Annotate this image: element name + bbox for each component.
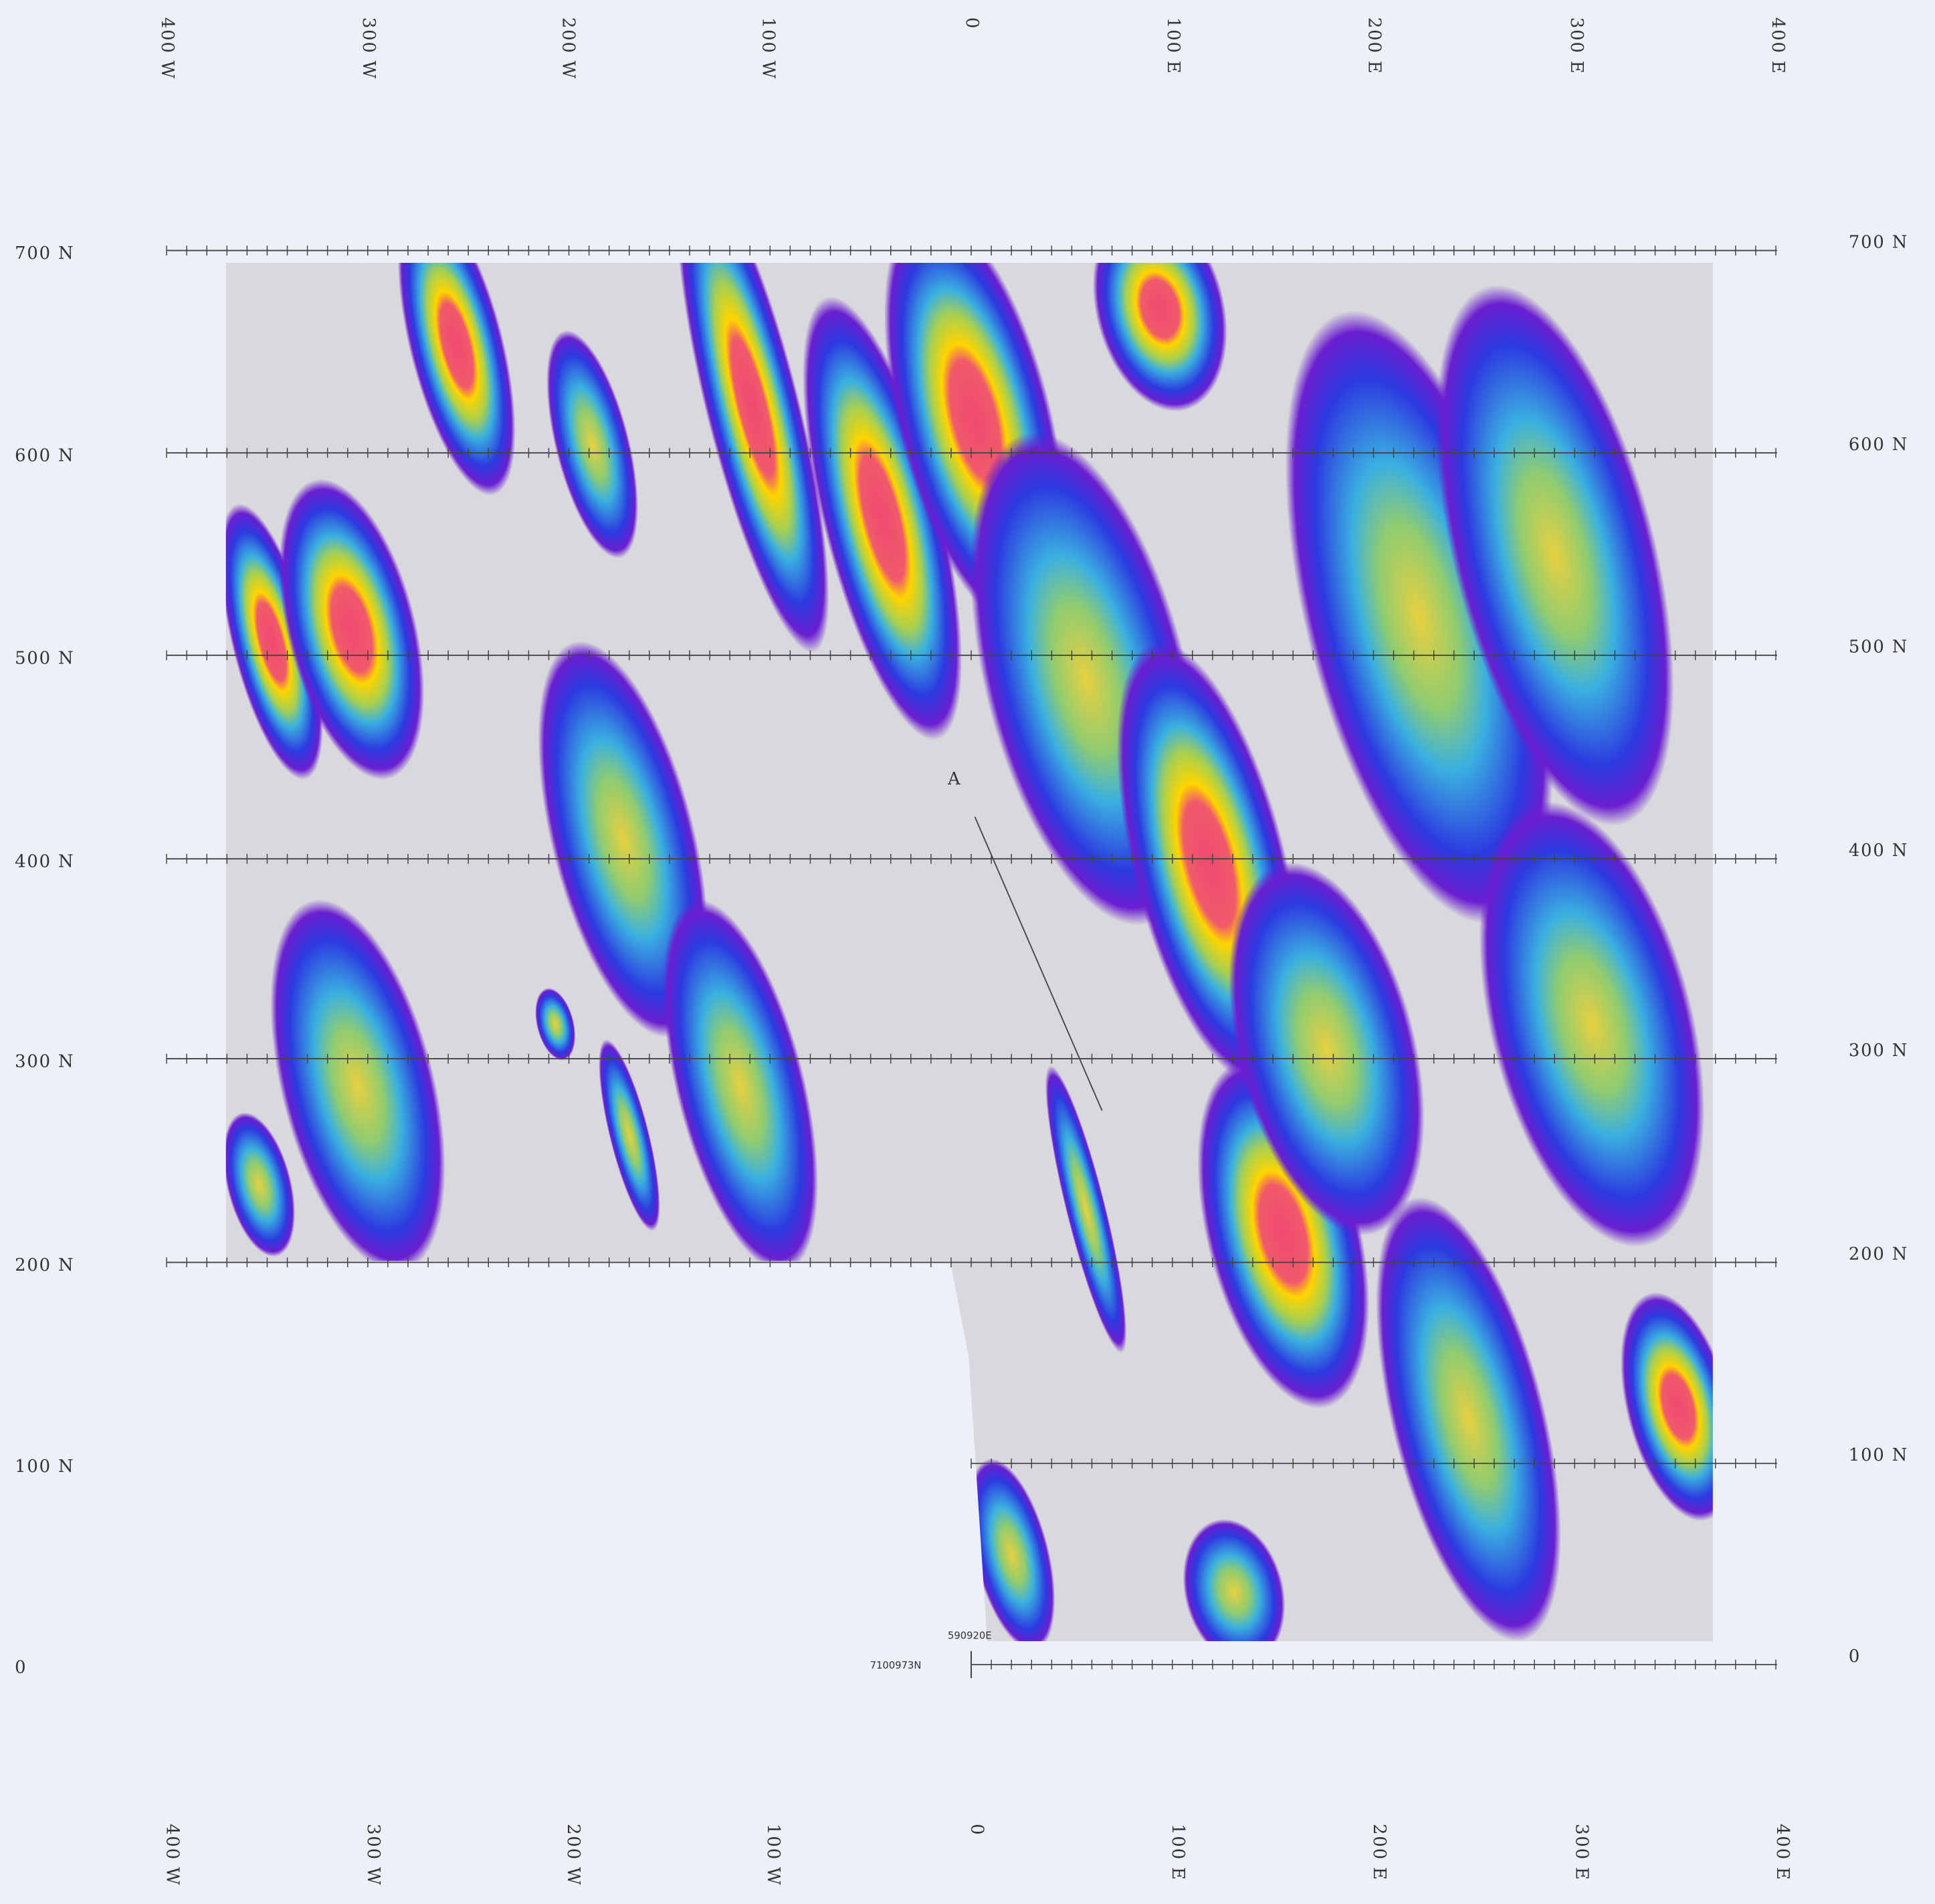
easting-label-top: 100 W [758, 17, 779, 80]
easting-label-bottom: 300 E [1571, 1824, 1591, 1881]
anomaly [1229, 861, 1425, 1236]
anomaly [397, 263, 516, 496]
anomaly [1045, 1065, 1127, 1354]
anomaly [803, 296, 962, 740]
northing-label-left: 0 [15, 1658, 27, 1678]
northing-label-right: 200 N [1849, 1244, 1908, 1264]
anomaly [1435, 284, 1674, 826]
northing-label-left: 400 N [15, 852, 74, 872]
easting-label-top: 400 W [157, 17, 177, 80]
easting-label-bottom: 300 W [363, 1824, 383, 1886]
northing-label: 7100973N [870, 1660, 922, 1671]
easting-label-bottom: 200 E [1369, 1824, 1389, 1881]
easting-label-top: 300 E [1566, 17, 1587, 75]
northing-label-left: 100 N [15, 1457, 74, 1477]
anomalies [225, 263, 1713, 1641]
easting-label-bottom: 400 E [1772, 1824, 1793, 1881]
northing-label-left: 300 N [15, 1052, 74, 1072]
northing-label-right: 400 N [1849, 841, 1908, 861]
grid: 700 N 700 N 600 N 600 N 500 N 500 N 400 N 400 N… [15, 17, 1908, 1886]
anomaly [225, 504, 323, 780]
anomaly [270, 899, 445, 1273]
anomaly [969, 1458, 1055, 1641]
easting-label-top: 200 W [558, 17, 579, 80]
easting-label-top: 0 [962, 17, 982, 29]
anomaly [546, 330, 639, 558]
northing-label-right: 100 N [1849, 1445, 1908, 1465]
easting-label-top: 100 E [1163, 17, 1183, 75]
northing-label-left: 500 N [15, 648, 74, 668]
northing-label-left: 600 N [15, 446, 74, 466]
anomaly [676, 263, 829, 653]
anomaly [663, 900, 819, 1273]
anomaly [1479, 801, 1705, 1247]
easting-label-bottom: 400 W [162, 1824, 182, 1886]
easting-label-top: 300 W [359, 17, 379, 80]
anomaly [538, 641, 709, 1038]
northing-label-right: 600 N [1849, 435, 1908, 455]
easting-label-bottom: 100 E [1168, 1824, 1188, 1881]
anomaly [1092, 263, 1227, 412]
easting-label-top: 200 E [1364, 17, 1385, 75]
easting-label-bottom: 200 W [563, 1824, 583, 1886]
easting-label: 590920E [948, 1630, 992, 1642]
anomaly [225, 1112, 296, 1257]
easting-label-bottom: 100 W [763, 1824, 783, 1886]
anomaly [599, 1039, 660, 1231]
northing-label-left: 700 N [15, 243, 74, 263]
anomaly [535, 988, 576, 1061]
northing-label-right: 500 N [1849, 637, 1908, 657]
northing-label-right: 0 [1849, 1647, 1861, 1667]
easting-label-bottom: 0 [966, 1824, 987, 1836]
northing-label-left: 200 N [15, 1255, 74, 1275]
easting-label-top: 400 E [1768, 17, 1788, 75]
anomaly [279, 479, 425, 780]
northing-label-right: 700 N [1849, 233, 1908, 253]
anomaly [1183, 1519, 1286, 1641]
profile-line [974, 817, 1103, 1111]
point-label: A [947, 769, 962, 789]
northing-label-right: 300 N [1849, 1041, 1908, 1061]
anomaly [1376, 1196, 1561, 1641]
